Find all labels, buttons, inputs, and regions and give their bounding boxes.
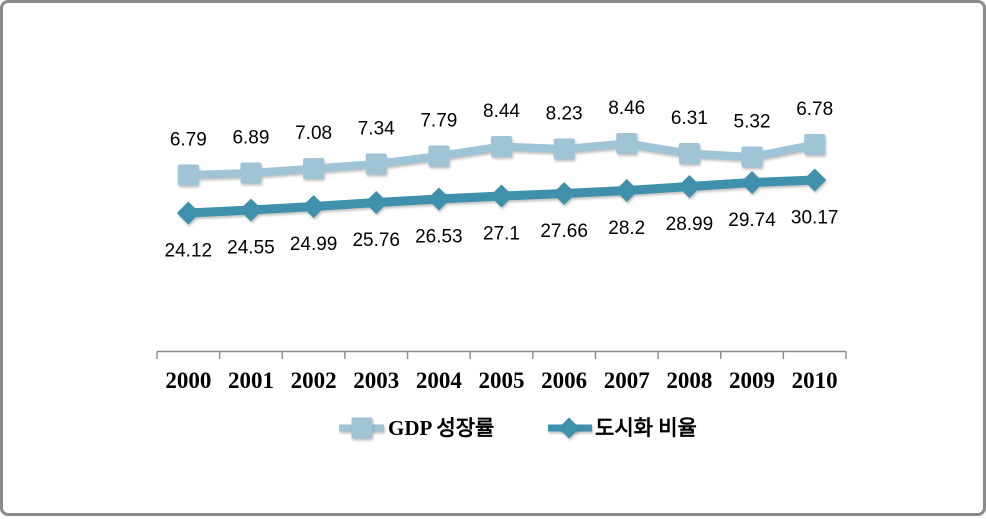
x-axis-label: 2002	[291, 368, 337, 393]
x-axis-label: 2004	[416, 368, 463, 393]
x-axis-label: 2010	[792, 368, 838, 393]
data-labels-layer: 6.79 6.89 7.08 7.34 7.79 8.44 8.23 8.46 6.31 5.32…	[165, 98, 839, 262]
x-axis-label: 2005	[479, 368, 525, 393]
gdp-data-label: 7.79	[420, 111, 457, 132]
gdp-data-label: 6.78	[796, 99, 833, 120]
urban-data-label: 24.12	[165, 241, 213, 262]
gdp-marker	[428, 145, 450, 167]
gdp-marker	[365, 153, 387, 175]
gdp-data-label: 6.31	[671, 108, 708, 129]
urban-data-label: 30.17	[791, 208, 839, 229]
gdp-data-label: 5.32	[734, 112, 771, 133]
legend: GDP 성장률 도시화 비율	[339, 416, 697, 440]
gdp-marker	[303, 158, 325, 179]
urban-marker	[364, 191, 388, 214]
legend-item-urban: 도시화 비율	[548, 416, 697, 440]
urban-marker	[176, 201, 200, 225]
gdp-data-label: 7.08	[295, 123, 332, 144]
urban-marker	[552, 182, 576, 205]
gdp-data-label: 7.34	[358, 119, 395, 140]
gdp-marker	[616, 133, 638, 154]
line-chart: 2000 2001 2002 2003 2004 2005 2006 2007 2008 2009…	[156, 98, 847, 440]
urban-series	[176, 168, 827, 225]
x-axis-labels: 2000 2001 2002 2003 2004 2005 2006 2007 2008 2009…	[165, 368, 837, 393]
x-axis-label: 2006	[541, 368, 587, 393]
gdp-marker	[804, 134, 826, 155]
x-axis-label: 2001	[228, 368, 274, 393]
legend-urban-diamond-marker-icon	[558, 417, 580, 439]
x-axis-label: 2009	[729, 368, 775, 393]
legend-gdp-square-marker-icon	[351, 417, 373, 439]
urban-marker	[615, 179, 639, 202]
urban-data-label: 24.55	[227, 238, 275, 259]
urban-marker	[490, 184, 513, 208]
legend-item-gdp: GDP 성장률	[339, 416, 494, 440]
x-axis-label: 2007	[604, 368, 650, 393]
gdp-marker	[177, 164, 199, 186]
urban-data-label: 25.76	[352, 230, 400, 251]
gdp-marker	[678, 143, 700, 164]
urban-data-label: 28.2	[608, 218, 645, 239]
gdp-data-label: 6.89	[232, 128, 269, 149]
x-axis-label: 2003	[353, 368, 399, 393]
urban-marker	[427, 187, 451, 211]
x-axis-label: 2000	[165, 368, 211, 393]
urban-data-label: 27.1	[483, 224, 520, 245]
legend-gdp-label: GDP 성장률	[388, 416, 494, 440]
urban-data-label: 28.99	[666, 214, 714, 235]
urban-marker	[239, 198, 263, 222]
gdp-data-label: 8.46	[608, 98, 645, 119]
urban-marker	[677, 175, 701, 198]
urban-data-label: 27.66	[540, 221, 588, 242]
gdp-series	[177, 133, 826, 186]
urban-marker	[740, 171, 764, 194]
urban-data-label: 24.99	[290, 234, 338, 255]
gdp-marker	[491, 136, 512, 157]
urban-marker	[302, 195, 326, 218]
gdp-data-label: 8.44	[483, 101, 520, 122]
series-layer	[176, 133, 827, 225]
urban-data-label: 29.74	[728, 210, 776, 231]
legend-urban-label: 도시화 비율	[595, 416, 697, 440]
gdp-marker	[741, 146, 763, 168]
urban-marker	[803, 168, 827, 192]
urban-data-label: 26.53	[415, 227, 463, 248]
x-axis-label: 2008	[666, 368, 712, 393]
x-axis	[156, 350, 847, 359]
gdp-marker	[553, 138, 575, 160]
gdp-data-label: 6.79	[170, 130, 207, 151]
gdp-marker	[240, 162, 262, 184]
gdp-data-label: 8.23	[546, 104, 583, 125]
